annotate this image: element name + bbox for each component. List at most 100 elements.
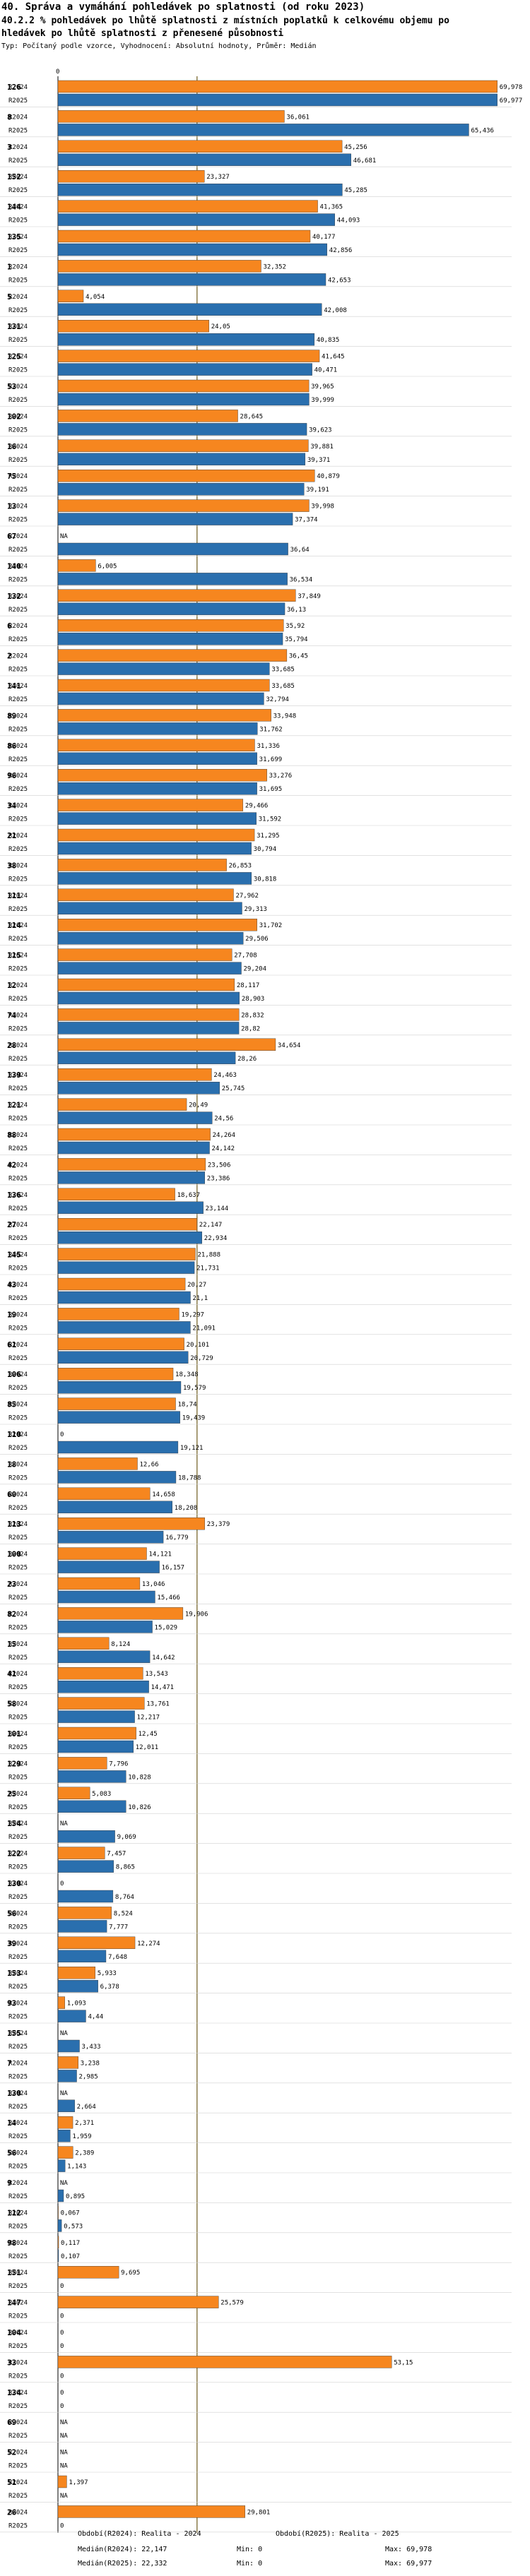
value-label-r2024-25: 5,083 bbox=[92, 1791, 111, 1798]
group-label-139: 139 bbox=[7, 1071, 21, 1080]
series-label-r2024-106: R2024 bbox=[8, 1371, 28, 1378]
bar-r2025-60 bbox=[57, 1501, 172, 1514]
bar-r2024-131 bbox=[57, 320, 209, 333]
series-label-r2025-101: R2025 bbox=[8, 1744, 28, 1751]
value-label-r2025-106: 19,579 bbox=[183, 1385, 206, 1392]
value-label-r2025-102: 39,623 bbox=[309, 427, 332, 434]
series-label-r2024-155: R2024 bbox=[8, 2030, 28, 2037]
value-label-r2025-27: 22,934 bbox=[204, 1235, 228, 1242]
group-label-125: 125 bbox=[7, 352, 21, 362]
group-label-130b: 130 bbox=[7, 2089, 21, 2098]
value-label-r2024-15: 8,124 bbox=[111, 1641, 130, 1648]
bar-r2024-7 bbox=[57, 2056, 78, 2069]
bar-r2024-111 bbox=[57, 888, 234, 902]
value-label-r2025-125: 40,471 bbox=[314, 367, 338, 374]
value-label-r2025-115: 29,204 bbox=[243, 966, 266, 973]
bar-r2025-34 bbox=[57, 812, 257, 825]
value-label-r2024-42: 23,506 bbox=[208, 1162, 231, 1169]
footer-median-2025: Medián(R2025): 22,332 bbox=[78, 2560, 167, 2568]
group-label-19: 19 bbox=[7, 1310, 16, 1319]
bar-r2025-56 bbox=[57, 1920, 107, 1933]
series-label-r2024-102: R2024 bbox=[8, 413, 28, 420]
series-label-r2024-15: R2024 bbox=[8, 1641, 28, 1648]
series-label-r2024-115: R2024 bbox=[8, 953, 28, 960]
value-label-r2024-98: 0,117 bbox=[61, 2240, 80, 2247]
value-label-r2024-140: 6,005 bbox=[98, 563, 117, 570]
bar-r2024-129 bbox=[57, 1757, 107, 1770]
group-label-74: 74 bbox=[7, 1010, 17, 1020]
value-label-r2024-106: 18,348 bbox=[175, 1371, 199, 1378]
group-label-8: 8 bbox=[7, 112, 12, 121]
value-label-r2024-130: 0 bbox=[60, 1880, 64, 1888]
value-label-r2025-96: 31,695 bbox=[259, 786, 283, 793]
bar-r2025-12 bbox=[57, 991, 240, 1005]
group-label-5: 5 bbox=[7, 292, 12, 302]
series-label-r2025-2: R2025 bbox=[8, 667, 28, 674]
value-label-r2025-75: 39,191 bbox=[306, 487, 329, 494]
group-label-151: 151 bbox=[7, 2268, 21, 2277]
series-label-r2024-16: R2024 bbox=[8, 443, 28, 451]
series-label-r2025-104: R2025 bbox=[8, 2343, 28, 2350]
bar-r2025-15 bbox=[57, 1650, 151, 1664]
bar-r2024-39 bbox=[57, 1936, 136, 1950]
series-label-r2025-93: R2025 bbox=[8, 2014, 28, 2021]
series-label-r2024-141: R2024 bbox=[8, 683, 28, 690]
series-label-r2025-28: R2025 bbox=[8, 1056, 28, 1063]
value-label-r2025-19: 21,091 bbox=[192, 1325, 216, 1332]
value-label-r2024-33: 53,15 bbox=[394, 2359, 413, 2366]
series-label-r2025-154: R2025 bbox=[8, 1834, 28, 1841]
value-label-r2025-98: 0,107 bbox=[61, 2253, 80, 2260]
na-label-r2024-9: NA bbox=[60, 2180, 68, 2187]
series-label-r2025-114: R2025 bbox=[8, 936, 28, 943]
group-label-131: 131 bbox=[7, 322, 21, 331]
value-label-r2025-56b: 1,143 bbox=[67, 2164, 86, 2171]
value-label-r2024-85: 18,74 bbox=[178, 1402, 197, 1409]
bar-r2025-3 bbox=[57, 153, 351, 167]
bar-r2025-21 bbox=[57, 842, 252, 855]
bar-r2024-88 bbox=[57, 1128, 211, 1141]
value-label-r2024-27: 22,147 bbox=[199, 1222, 223, 1229]
series-label-r2025-102: R2025 bbox=[8, 427, 28, 434]
group-label-129: 129 bbox=[7, 1759, 21, 1768]
bar-r2025-18 bbox=[57, 1471, 177, 1484]
bar-r2025-89 bbox=[57, 722, 258, 735]
bar-r2025-131 bbox=[57, 333, 315, 346]
bar-r2024-5 bbox=[57, 290, 84, 302]
bar-r2024-6 bbox=[57, 619, 284, 632]
series-label-r2024-100: R2024 bbox=[8, 1551, 28, 1558]
series-label-r2024-130b: R2024 bbox=[8, 2090, 28, 2097]
bar-r2024-140 bbox=[57, 559, 96, 572]
bar-r2025-13 bbox=[57, 513, 293, 525]
series-label-r2025-60: R2025 bbox=[8, 1505, 28, 1512]
group-label-100: 100 bbox=[7, 1550, 21, 1559]
series-label-r2024-89: R2024 bbox=[8, 712, 28, 720]
series-label-r2024-33: R2024 bbox=[8, 2359, 28, 2366]
bar-r2025-126 bbox=[57, 93, 497, 107]
series-label-r2024-152: R2024 bbox=[8, 174, 28, 181]
value-label-r2024-114: 31,702 bbox=[259, 922, 283, 929]
bar-r2024-28 bbox=[57, 1038, 276, 1051]
series-label-r2025-21: R2025 bbox=[8, 846, 28, 853]
bar-r2025-110 bbox=[57, 1441, 179, 1454]
group-label-13: 13 bbox=[7, 502, 16, 511]
series-label-r2025-43: R2025 bbox=[8, 1295, 28, 1302]
bar-r2025-139 bbox=[57, 1081, 220, 1095]
bar-r2024-18 bbox=[57, 1457, 138, 1470]
value-label-r2024-41: 13,543 bbox=[145, 1671, 168, 1678]
value-label-r2025-89: 31,762 bbox=[259, 726, 283, 733]
value-label-r2025-6: 35,794 bbox=[285, 636, 308, 643]
series-label-r2024-6: R2024 bbox=[8, 623, 28, 630]
value-label-r2025-144: 44,093 bbox=[337, 217, 360, 225]
bar-r2025-88 bbox=[57, 1141, 210, 1155]
value-label-r2025-43: 21,1 bbox=[192, 1295, 208, 1302]
series-label-r2025-23: R2025 bbox=[8, 1594, 28, 1602]
value-label-r2025-61: 20,729 bbox=[190, 1355, 213, 1362]
series-label-r2024-5: R2024 bbox=[8, 294, 28, 301]
series-label-r2024-134: R2024 bbox=[8, 2390, 28, 2397]
group-label-9: 9 bbox=[7, 2178, 12, 2188]
footer-period-2024: Období(R2024): Realita - 2024 bbox=[78, 2530, 201, 2538]
value-label-r2024-145: 21,888 bbox=[197, 1252, 220, 1259]
value-label-r2024-101: 12,45 bbox=[139, 1731, 158, 1738]
value-label-r2025-113: 16,779 bbox=[165, 1534, 189, 1542]
value-label-r2024-21: 31,295 bbox=[257, 833, 280, 840]
